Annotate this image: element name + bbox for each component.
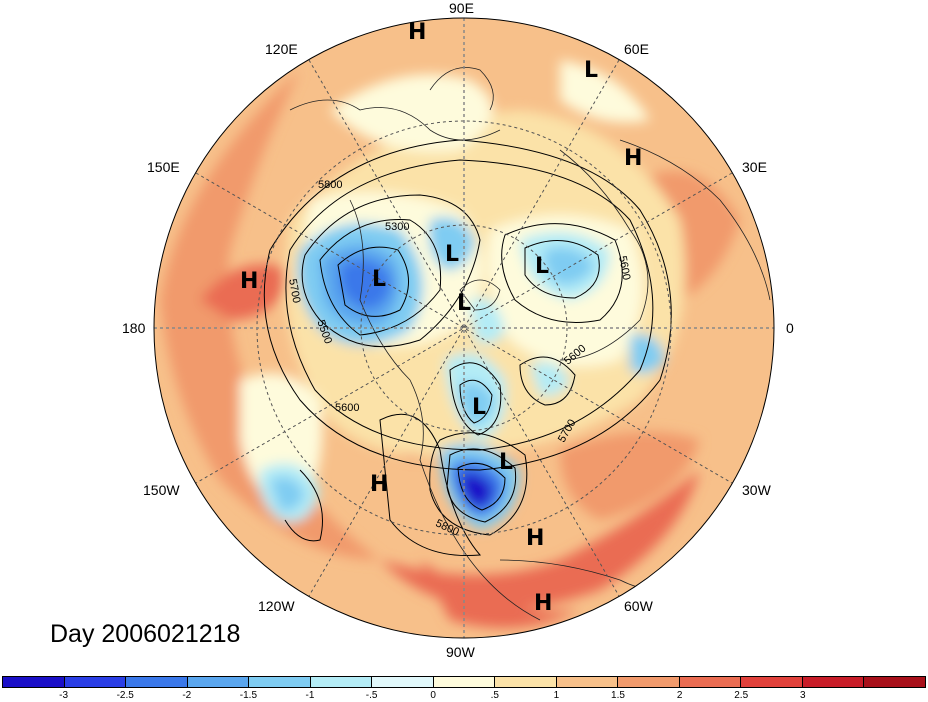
colorbar-segment — [310, 677, 373, 687]
colorbar-segment — [187, 677, 250, 687]
colorbar-segment — [372, 677, 434, 687]
lon-label-150e: 150E — [147, 159, 180, 175]
colorbar-segment — [433, 677, 496, 687]
colorbar-segment — [249, 677, 311, 687]
colorbar-tick-label: .5 — [490, 690, 499, 701]
low-pressure-center: L — [472, 395, 487, 420]
colorbar-segment — [618, 677, 680, 687]
colorbar-tick-label: -2.5 — [116, 690, 134, 701]
coastlines — [289, 67, 771, 621]
date-label: Day 2006021218 — [50, 620, 241, 648]
colorbar-segment — [3, 677, 65, 687]
colorbar-segment — [802, 677, 865, 687]
colorbar-tick-label: -3 — [59, 690, 69, 701]
lon-label-30w: 30W — [742, 482, 771, 498]
colorbar-segment — [679, 677, 742, 687]
low-pressure-center: L — [457, 291, 472, 316]
colorbar-tick-label: 2 — [676, 690, 683, 701]
high-pressure-center: H — [408, 20, 427, 45]
colorbar-segment — [126, 677, 188, 687]
colorbar-tick-label: -1.5 — [239, 690, 258, 701]
lon-label-120e: 120E — [265, 41, 298, 57]
lon-label-90e: 90E — [449, 0, 474, 16]
high-pressure-center: H — [624, 146, 643, 171]
colorbar-tick-label: -2 — [182, 690, 192, 701]
colorbar-tick-label: 0 — [430, 690, 436, 701]
lon-label-60w: 60W — [624, 598, 653, 614]
colorbar-tick-label: 2.5 — [734, 690, 749, 701]
lon-label-60e: 60E — [624, 41, 649, 57]
lon-label-0: 0 — [786, 320, 794, 336]
colorbar-segment — [864, 677, 925, 687]
contour-label: 5600 — [335, 402, 360, 414]
low-pressure-center: L — [445, 242, 460, 267]
lon-label-120w: 120W — [258, 598, 295, 614]
low-pressure-center: L — [499, 450, 514, 475]
colorbar — [2, 676, 926, 688]
colorbar-segment — [741, 677, 803, 687]
lon-label-30e: 30E — [742, 159, 767, 175]
polar-stereographic-map — [153, 17, 775, 639]
contour-label: 5300 — [385, 221, 410, 233]
colorbar-segment — [64, 677, 127, 687]
high-pressure-center: H — [240, 269, 259, 294]
lon-label-180: 180 — [122, 320, 146, 336]
colorbar-tick-label: 1 — [553, 690, 560, 701]
low-pressure-center: L — [584, 58, 599, 83]
low-pressure-center: L — [535, 254, 550, 279]
contour-label: 5800 — [318, 179, 343, 191]
colorbar-tick-label: 1.5 — [611, 690, 625, 701]
colorbar-tick-label: -1 — [305, 690, 315, 701]
high-pressure-center: H — [370, 472, 389, 497]
lon-label-90w: 90W — [446, 644, 475, 660]
graticule — [154, 18, 774, 638]
high-pressure-center: H — [534, 591, 553, 616]
low-pressure-center: L — [372, 267, 387, 292]
lon-label-150w: 150W — [143, 482, 180, 498]
colorbar-segment — [495, 677, 557, 687]
colorbar-tick-label: 3 — [800, 690, 806, 701]
colorbar-tick-label: -.5 — [365, 690, 378, 701]
colorbar-segment — [556, 677, 619, 687]
high-pressure-center: H — [526, 526, 545, 551]
map-boundary — [153, 17, 775, 639]
